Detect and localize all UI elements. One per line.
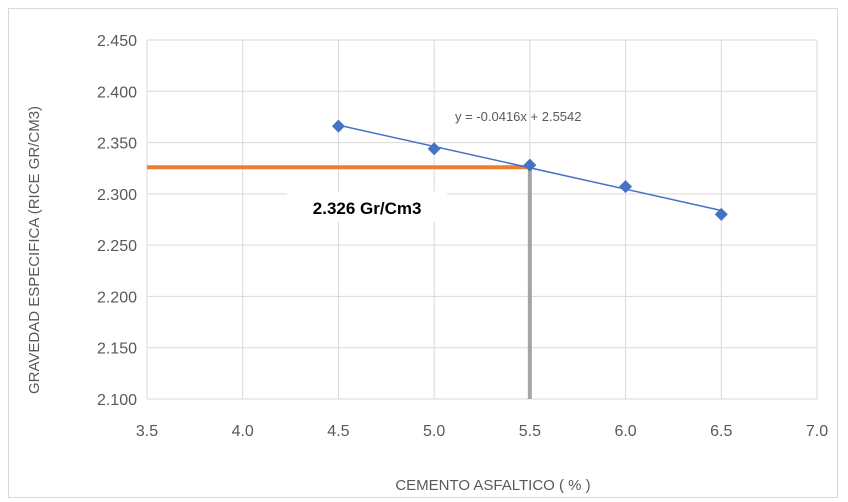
y-tick-label: 2.250 bbox=[97, 238, 137, 255]
y-tick-label: 2.400 bbox=[97, 84, 137, 101]
y-tick-label: 2.450 bbox=[97, 33, 137, 50]
x-tick-label: 4.5 bbox=[327, 423, 349, 440]
trendline-equation: y = -0.0416x + 2.5542 bbox=[455, 109, 581, 124]
y-tick-label: 2.300 bbox=[97, 187, 137, 204]
x-axis-tick-labels: 3.5 4.0 4.5 5.0 5.5 6.0 6.5 7.0 bbox=[136, 423, 828, 440]
x-tick-label: 5.0 bbox=[423, 423, 445, 440]
data-point bbox=[523, 158, 537, 172]
data-point bbox=[619, 180, 633, 194]
y-tick-label: 2.150 bbox=[97, 341, 137, 358]
x-tick-label: 3.5 bbox=[136, 423, 158, 440]
y-tick-label: 2.200 bbox=[97, 289, 137, 306]
x-tick-label: 6.5 bbox=[710, 423, 732, 440]
x-tick-label: 7.0 bbox=[806, 423, 828, 440]
x-tick-label: 5.5 bbox=[519, 423, 541, 440]
callout-background bbox=[287, 191, 448, 222]
x-tick-label: 6.0 bbox=[614, 423, 636, 440]
y-tick-label: 2.100 bbox=[97, 392, 137, 409]
reference-lines bbox=[147, 165, 532, 399]
chart-frame bbox=[8, 8, 838, 498]
y-axis-tick-labels: 2.100 2.150 2.200 2.250 2.300 2.350 2.400 2.450 bbox=[97, 33, 137, 409]
value-callout: 2.326 Gr/Cm3 bbox=[313, 199, 422, 218]
gridlines bbox=[146, 39, 818, 400]
y-axis-title: GRAVEDAD ESPECIFICA (RICE GR/CM3) bbox=[26, 106, 43, 394]
data-point bbox=[331, 119, 345, 133]
x-tick-label: 4.0 bbox=[232, 423, 254, 440]
x-axis-title: CEMENTO ASFALTICO ( % ) bbox=[395, 477, 590, 494]
data-points bbox=[331, 119, 728, 221]
y-tick-label: 2.350 bbox=[97, 136, 137, 153]
data-point bbox=[714, 207, 728, 221]
data-point bbox=[427, 142, 441, 156]
